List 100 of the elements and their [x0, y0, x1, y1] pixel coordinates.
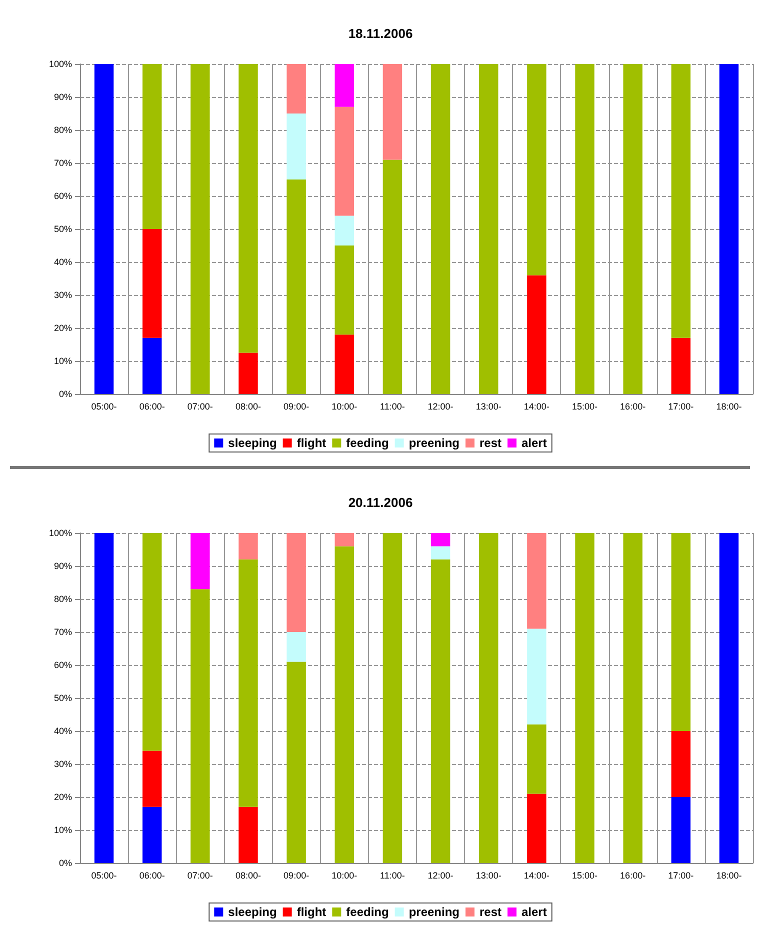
chart-title: 20.11.2006	[348, 495, 413, 510]
bar	[430, 64, 450, 394]
bar	[671, 797, 691, 863]
bar	[382, 64, 402, 160]
bar	[478, 64, 498, 394]
x-tick-label: 11:00-	[380, 870, 405, 880]
bar	[142, 64, 162, 229]
bar	[142, 806, 162, 863]
x-tick-label: 08:00-	[235, 402, 262, 412]
bar	[527, 628, 546, 724]
bar	[334, 216, 354, 246]
bar	[238, 533, 258, 560]
legend-label: preening	[408, 436, 460, 450]
bar	[142, 338, 162, 394]
bar	[671, 64, 691, 338]
x-tick-label: 12:00-	[428, 402, 454, 412]
x-tick-label: 13:00-	[476, 870, 502, 880]
bar	[190, 64, 210, 394]
legend-label: alert	[522, 436, 547, 450]
bar	[382, 160, 402, 394]
y-tick-label: 70%	[54, 158, 72, 168]
bar	[719, 64, 739, 394]
x-tick-label: 07:00-	[187, 870, 213, 880]
y-tick-label: 50%	[54, 693, 72, 703]
y-tick-label: 80%	[54, 594, 72, 604]
legend-label: rest	[479, 905, 502, 919]
legend-label: alert	[522, 905, 547, 919]
x-tick-label: 18:00-	[716, 870, 742, 880]
bar	[430, 533, 450, 546]
legend-label: flight	[296, 436, 326, 450]
bar	[334, 334, 354, 394]
legend-label: rest	[479, 436, 502, 450]
bar	[142, 533, 162, 751]
bar	[190, 589, 210, 863]
legend-label: feeding	[346, 436, 389, 450]
bar	[527, 64, 546, 276]
y-tick-label: 60%	[54, 191, 72, 201]
bar	[430, 546, 450, 560]
bar	[142, 750, 162, 807]
bar	[575, 64, 594, 394]
bar	[527, 275, 546, 394]
bar	[478, 533, 498, 863]
bar	[286, 180, 306, 394]
bar	[527, 724, 546, 794]
bar	[623, 64, 642, 394]
x-tick-label: 14:00-	[524, 402, 550, 412]
bar	[671, 533, 691, 731]
y-tick-label: 0%	[58, 389, 72, 399]
x-tick-label: 10:00-	[332, 870, 358, 880]
x-tick-label: 14:00-	[524, 870, 550, 880]
bar	[142, 229, 162, 338]
bar	[334, 64, 354, 107]
bar	[430, 559, 450, 863]
y-tick-label: 30%	[54, 759, 72, 769]
bar	[286, 64, 306, 114]
x-tick-label: 08:00-	[235, 870, 262, 880]
x-tick-label: 17:00-	[668, 870, 694, 880]
bar	[286, 662, 306, 863]
x-tick-label: 06:00-	[139, 402, 165, 412]
y-tick-label: 100%	[48, 59, 72, 69]
bar	[94, 64, 114, 394]
x-tick-label: 16:00-	[620, 402, 646, 412]
x-tick-label: 10:00-	[332, 402, 358, 412]
y-tick-label: 90%	[54, 92, 72, 102]
legend-label: flight	[296, 905, 326, 919]
bar	[623, 533, 642, 863]
x-tick-label: 18:00-	[716, 402, 742, 412]
y-tick-label: 40%	[54, 726, 72, 736]
x-tick-label: 07:00-	[187, 402, 213, 412]
y-tick-label: 20%	[54, 323, 72, 333]
x-tick-label: 11:00-	[380, 402, 405, 412]
bar	[286, 632, 306, 662]
y-tick-label: 50%	[54, 224, 72, 234]
y-tick-label: 40%	[54, 257, 72, 267]
bar	[382, 533, 402, 863]
y-tick-label: 0%	[58, 858, 72, 868]
x-tick-label: 16:00-	[620, 870, 646, 880]
legend-label: sleeping	[228, 905, 277, 919]
bar	[190, 533, 210, 590]
x-tick-label: 15:00-	[572, 402, 598, 412]
bar	[286, 533, 306, 632]
bar	[334, 533, 354, 546]
legend-label: preening	[408, 905, 460, 919]
y-tick-label: 70%	[54, 627, 72, 637]
x-tick-label: 13:00-	[476, 402, 502, 412]
x-tick-label: 15:00-	[572, 870, 598, 880]
bar	[527, 794, 546, 863]
y-tick-label: 20%	[54, 792, 72, 802]
x-tick-label: 05:00-	[91, 870, 117, 880]
bar	[238, 806, 258, 863]
legend-label: feeding	[346, 905, 389, 919]
y-tick-label: 10%	[54, 356, 72, 366]
y-tick-label: 100%	[48, 528, 72, 538]
bar	[238, 559, 258, 807]
bar	[94, 533, 114, 863]
y-tick-label: 10%	[54, 825, 72, 835]
legend-label: sleeping	[228, 436, 277, 450]
x-tick-label: 12:00-	[428, 870, 454, 880]
x-tick-label: 09:00-	[284, 402, 310, 412]
x-tick-label: 17:00-	[668, 402, 694, 412]
